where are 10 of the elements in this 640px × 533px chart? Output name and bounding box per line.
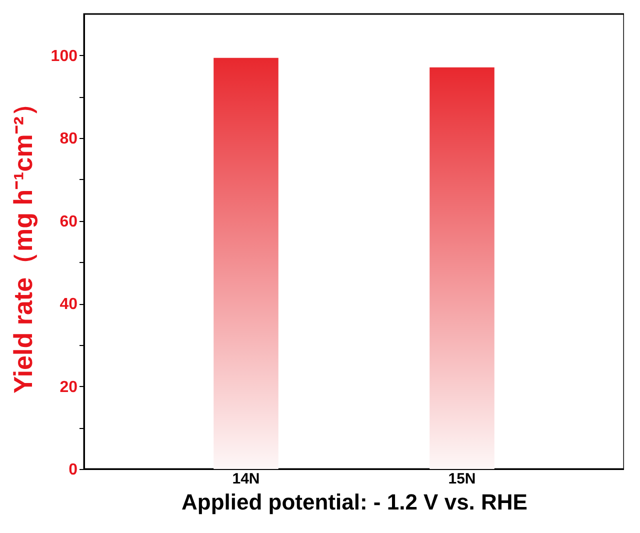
y-tick-label: 80 — [60, 130, 78, 148]
y-tick-label: 40 — [60, 296, 78, 314]
y-tick-label: 0 — [68, 462, 78, 478]
x-axis-title: Applied potential: - 1.2 V vs. RHE — [182, 490, 528, 514]
y-tick-label: 60 — [60, 213, 78, 230]
y-tick-label: 100 — [50, 48, 78, 65]
y-axis-title: Yield rate（mg h⁻¹cm⁻²） — [8, 90, 38, 394]
x-tick-label: 15N — [448, 470, 476, 488]
y-tick-label: 20 — [60, 378, 78, 396]
x-tick-label: 14N — [232, 470, 260, 488]
